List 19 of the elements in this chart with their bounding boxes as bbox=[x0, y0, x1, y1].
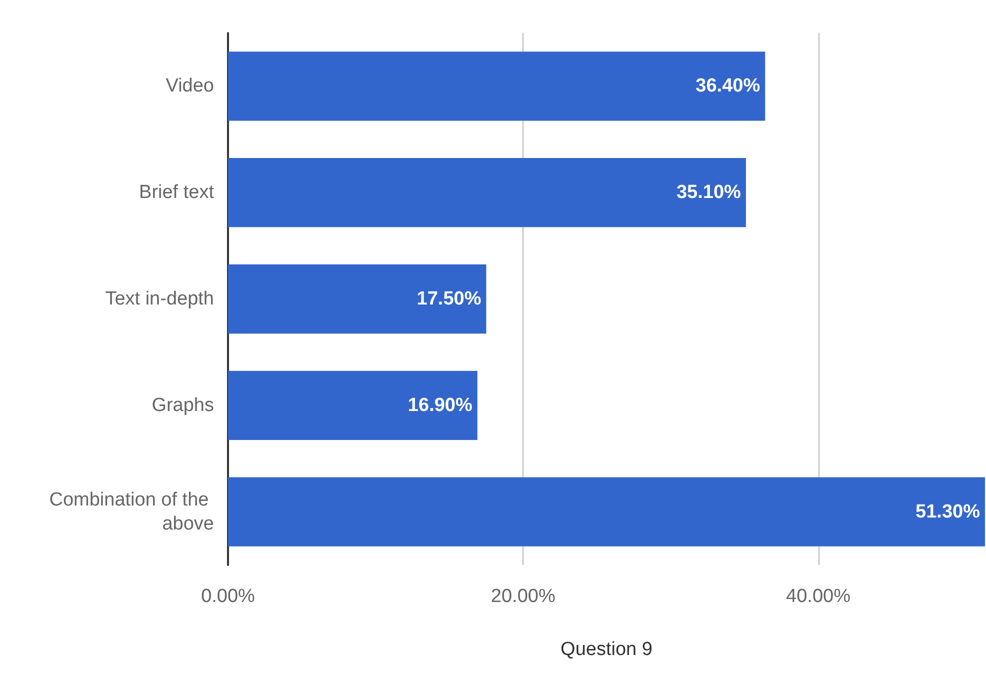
y-tick-label: Text in-depth bbox=[105, 288, 214, 310]
x-tick-label: 20.00% bbox=[490, 586, 556, 607]
y-tick-label: Brief text bbox=[139, 182, 215, 204]
data-label: 16.90% bbox=[408, 394, 472, 416]
bar bbox=[228, 52, 766, 121]
bar bbox=[228, 158, 746, 228]
y-tick-label: Graphs bbox=[152, 394, 214, 416]
data-label: 51.30% bbox=[916, 501, 980, 522]
y-tick-label: Combination of the above bbox=[49, 489, 214, 534]
x-axis-title: Question 9 bbox=[560, 639, 652, 660]
data-label: 36.40% bbox=[696, 76, 760, 97]
data-label: 35.10% bbox=[676, 182, 742, 204]
bar bbox=[228, 477, 985, 546]
data-label: 17.50% bbox=[416, 288, 482, 310]
bar bbox=[228, 370, 478, 440]
bar bbox=[228, 264, 486, 334]
y-tick-label: Video bbox=[166, 76, 214, 97]
x-tick-label: 0.00% bbox=[201, 586, 256, 607]
x-tick-label: 40.00% bbox=[786, 586, 851, 607]
